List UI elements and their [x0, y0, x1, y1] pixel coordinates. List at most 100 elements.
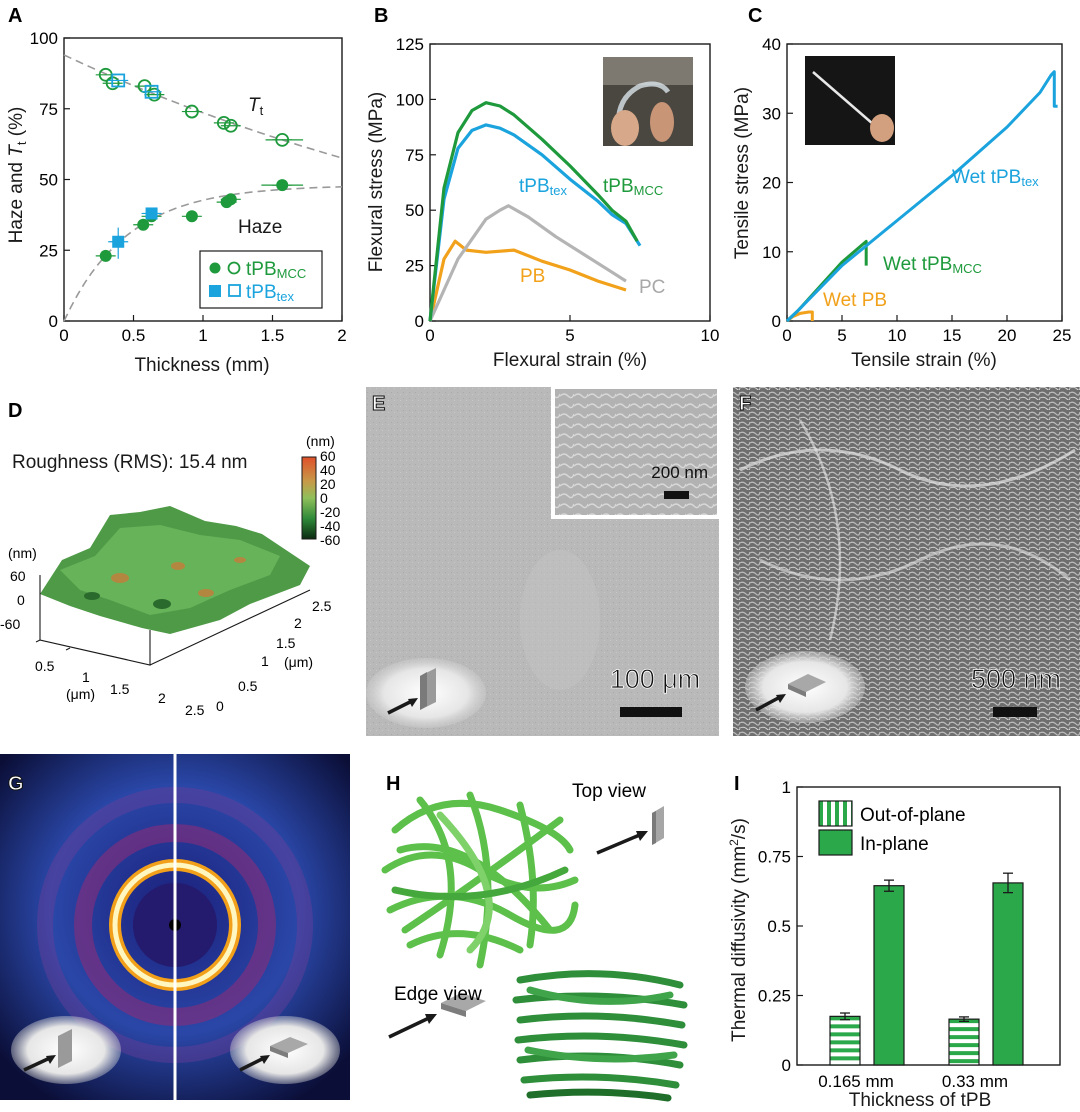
- sem-image-f: [733, 387, 1080, 736]
- panel-a-y-tick-label: 0: [49, 312, 58, 331]
- afm-valley: [153, 599, 171, 609]
- panel-label-h: H: [386, 773, 400, 795]
- edge-view-arrow: [388, 1015, 432, 1039]
- bar-stripe: [949, 1023, 979, 1028]
- colorbar-tick: 0: [320, 490, 328, 506]
- edge-view-label: Edge view: [394, 984, 482, 1005]
- panel-label-a: A: [8, 5, 22, 27]
- bar-stripe: [949, 1063, 979, 1065]
- sem-e-inset-scalebar: [664, 491, 689, 499]
- panel-i-y-tick-label: 0: [782, 1056, 791, 1075]
- afm-x-tick: 0.5: [35, 658, 55, 674]
- legend-swatch-stripe: [823, 801, 827, 826]
- saxs-pattern: [0, 754, 350, 1100]
- panel-c-photo-fiber: [812, 71, 874, 125]
- bar-stripe: [949, 1031, 979, 1036]
- panel-c-ylabel: Tensile stress (MPa): [732, 87, 753, 259]
- afm-peak: [234, 557, 246, 563]
- series-line-pb: [428, 239, 627, 322]
- sem-f-scale-text: 500 nm: [971, 664, 1061, 694]
- panel-a-ylabel: Haze and Tt (%): [6, 107, 29, 244]
- bar-stripe: [830, 1020, 860, 1025]
- afm-surface-highlight: [60, 525, 280, 615]
- panel-b-y-tick-label: 0: [415, 312, 424, 331]
- series-line-tpbtex: [428, 123, 642, 322]
- data-point-tpbtex-haze: [145, 207, 158, 220]
- legend-striped-swatch: [818, 800, 853, 827]
- colorbar-tick: -40: [320, 518, 340, 534]
- legend-marker-tpbmcc-open: [227, 261, 241, 275]
- panel-i-y-tick-label: 1: [782, 778, 791, 797]
- tt-trend-curve: [63, 54, 343, 159]
- legend-label-out-of-plane: Out-of-plane: [860, 805, 966, 826]
- data-point-tpbmcc-haze: [137, 218, 150, 231]
- panel-a-curve-label-haze: Haze: [238, 217, 282, 238]
- afm-y-tick: 0.5: [238, 678, 258, 694]
- panel-c-x-tick-label: 15: [943, 326, 962, 345]
- series-label-tpbtex: tPBtex: [519, 176, 567, 198]
- colorbar-unit: (nm): [306, 433, 335, 449]
- sem-e-scalebar: [620, 707, 682, 717]
- panel-b-xlabel: Flexural strain (%): [493, 350, 647, 371]
- panel-label-e: E: [372, 393, 385, 415]
- edge-view-sample-icon: [441, 993, 486, 1011]
- panel-a-xlabel: Thickness (mm): [134, 355, 269, 376]
- panel-a-x-tick-label: 0: [59, 326, 68, 345]
- bar-stripe: [830, 1028, 860, 1033]
- legend-swatch-stripe: [839, 801, 843, 826]
- panel-c-photo-fingers: [870, 114, 894, 142]
- afm-surface-plot: [35, 506, 311, 666]
- bar-stripe: [949, 1047, 979, 1052]
- bar-stripe: [830, 1036, 860, 1041]
- afm-y-unit: (μm): [284, 654, 313, 670]
- afm-z-tick: 60: [10, 568, 26, 584]
- panel-i-ylabel: Thermal diffusivity (mm2/s): [727, 818, 750, 1042]
- afm-z-tick: 0: [17, 592, 25, 608]
- data-point-tpbmcc-tt: [147, 87, 162, 102]
- panel-c-y-tick-label: 20: [762, 174, 781, 193]
- panel-i-y-tick-label: 0.75: [758, 848, 791, 867]
- bar-stripe: [830, 1052, 860, 1057]
- bar-fill: [830, 1016, 860, 1065]
- data-point-tpbmcc-haze: [224, 193, 237, 206]
- legend-swatch-out-of-plane: [818, 800, 853, 827]
- data-point-tpbtex-tt: [144, 84, 159, 99]
- panel-label-c: C: [748, 5, 762, 27]
- legend-marker-tpbmcc-filled: [209, 262, 221, 274]
- panel-i-y-tick-label: 0.25: [758, 987, 791, 1006]
- legend-swatch-stripe: [831, 801, 835, 826]
- panel-b-x-tick-label: 0: [425, 326, 434, 345]
- legend-marker-tpbtex-filled: [209, 285, 221, 297]
- panel-c-x-tick-label: 5: [837, 326, 846, 345]
- sem-f-sample-icon: [788, 674, 826, 692]
- panel-c-y-tick-label: 10: [762, 243, 781, 262]
- sem-e-scale-text: 100 μm: [610, 664, 701, 694]
- sem-e-shading: [520, 550, 600, 690]
- panel-c-photo-inset: [805, 56, 895, 145]
- afm-y-tick: 1.5: [276, 635, 296, 651]
- panel-label-f: F: [739, 393, 751, 415]
- panel-a-x-tick-label: 1.5: [261, 326, 285, 345]
- afm-y-tick: 2: [294, 615, 302, 631]
- sem-e-inset-scale-text: 200 nm: [651, 463, 708, 482]
- legend-swatch-stripe: [847, 801, 851, 826]
- series-label-pb: PB: [520, 266, 545, 287]
- series-line-pc: [428, 204, 627, 322]
- series-line-wet-tpbtex: [785, 70, 1058, 323]
- panel-a-y-tick-label: 75: [39, 100, 58, 119]
- data-point-tpbmcc-tt: [223, 118, 238, 133]
- panel-label-g-overlay: G: [8, 773, 24, 795]
- panel-c-x-tick-label: 20: [998, 326, 1017, 345]
- afm-x-unit: (μm): [66, 686, 95, 702]
- saxs-left-sample-icon: [58, 1029, 72, 1068]
- panel-b-x-tick-label: 10: [701, 326, 720, 345]
- afm-y-tick: 2.5: [312, 598, 332, 614]
- panel-a-x-tick-label: 2: [337, 326, 346, 345]
- panel-b-x-tick-label: 5: [565, 326, 574, 345]
- legend-swatch-in-plane: [818, 829, 853, 856]
- panel-a-legend-box: [199, 250, 323, 309]
- panel-c-y-tick-label: 0: [772, 312, 781, 331]
- series-line-tpbmcc: [428, 101, 639, 322]
- colorbar-tick: 20: [320, 476, 336, 492]
- panel-c-x-tick-label: 10: [888, 326, 907, 345]
